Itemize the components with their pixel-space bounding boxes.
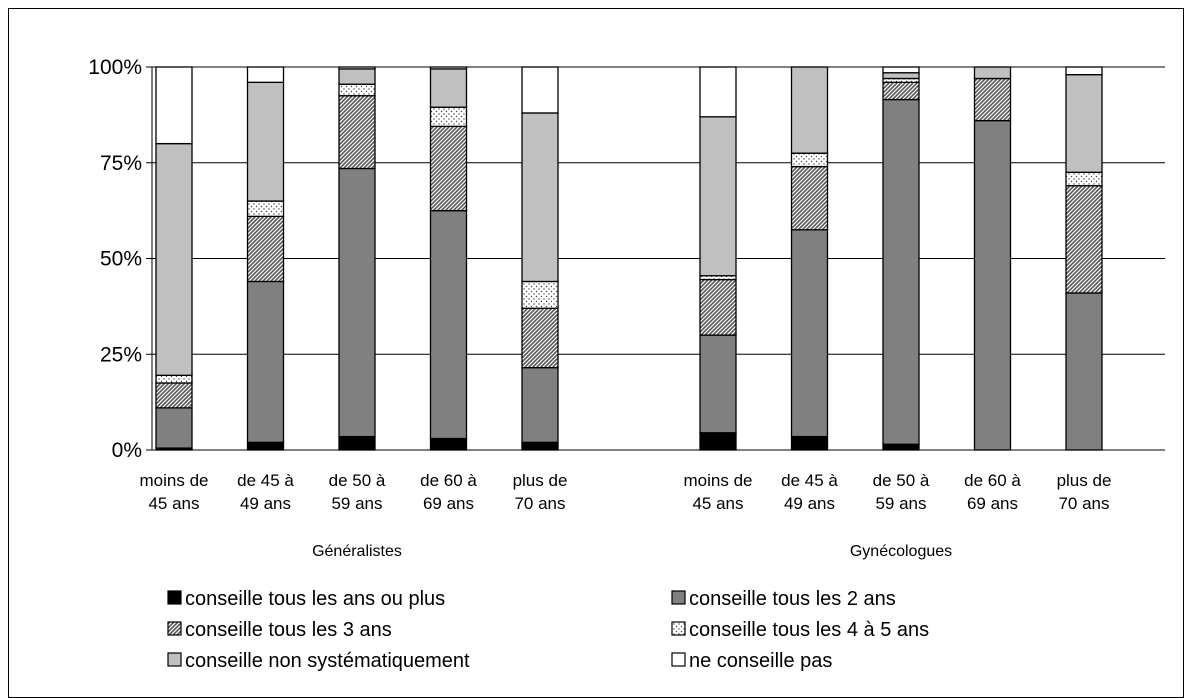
bar-segment [521,66,559,114]
x-tick-label: de 50 à [873,471,930,490]
bar-segment [338,68,376,85]
x-tick-label: de 60 à [420,471,477,490]
bar-segment [155,407,193,449]
bar-segment [338,167,376,438]
x-tick-label: 70 ans [514,494,565,513]
bar-segment [521,307,559,369]
bar-segment [338,435,376,451]
y-axis: 0% 25% 50% 75% 100% [88,56,153,462]
y-tick-label: 25% [100,343,142,366]
bar-segment [338,95,376,170]
legend-swatch [167,652,182,667]
bar-segment [1065,171,1103,187]
x-tick-label: de 50 à [329,471,386,490]
x-tick-label: de 45 à [781,471,838,490]
bar-segment [246,280,285,443]
bar-segment [973,66,1012,80]
legend-label: conseille tous les 4 à 5 ans [689,619,929,641]
y-tick-label: 75% [100,152,142,175]
bar-segment [1065,292,1103,451]
legend-label: conseille tous les 2 ans [689,588,896,610]
bar-segment [882,81,920,101]
bar-segment [1065,74,1103,173]
bars [155,66,1103,451]
legend-label: conseille tous les ans ou plus [185,588,445,610]
bar-segment [246,81,285,202]
bar-segment [790,66,829,154]
legend-swatch [671,590,686,605]
bar-segment [699,432,737,451]
y-tick-label: 50% [100,248,142,271]
bar-segment [699,116,737,277]
x-tick-label: 59 ans [875,494,926,513]
bar-segment [1065,185,1103,294]
bar-segment [429,66,468,70]
gridlines [152,66,1165,451]
x-tick-label: 49 ans [784,494,835,513]
legend-label: conseille tous les 3 ans [185,619,392,641]
bar-segment [973,119,1012,451]
category-labels: moins de 45 ans de 45 à 49 ans de 50 à 59 ans… [140,471,1112,560]
bar-segment [155,66,193,145]
legend-swatch [671,652,686,667]
bar-segment [429,125,468,212]
bar-segment [1065,66,1103,76]
bar-segment [699,278,737,336]
bar-segment [521,112,559,283]
bar-segment [338,83,376,97]
bar-segment [246,215,285,283]
bar-segment [429,437,468,451]
bar-segment [521,280,559,309]
bar-segment [155,382,193,409]
y-tick-label: 0% [112,439,142,462]
x-tick-label: plus de [1057,471,1112,490]
bar-segment [882,72,920,80]
bar-segment [790,229,829,438]
bar-segment [155,374,193,384]
group-label: Généralistes [312,543,402,560]
x-tick-label: 69 ans [967,494,1018,513]
bar-segment [155,142,193,376]
legend: conseille tous les ans ou plus conseille … [167,588,929,672]
bar-segment [521,441,559,451]
bar-segment [521,367,559,443]
x-tick-label: 45 ans [148,494,199,513]
x-tick-label: moins de [140,471,209,490]
legend-swatch [167,590,182,605]
x-tick-label: de 45 à [237,471,294,490]
bar-segment [246,66,285,83]
bar-segment [429,68,468,108]
bar-segment [429,209,468,440]
x-tick-label: 70 ans [1058,494,1109,513]
y-tick-label: 100% [88,56,142,79]
bar-segment [246,200,285,218]
legend-swatch [671,621,686,636]
group-label: Gynécologues [850,543,952,560]
legend-label: ne conseille pas [689,650,832,672]
bar-segment [790,165,829,231]
x-tick-label: 69 ans [423,494,474,513]
x-tick-label: plus de [513,471,568,490]
bar-segment [699,66,737,118]
bar-segment [246,441,285,451]
bar-segment [882,98,920,445]
x-tick-label: 45 ans [692,494,743,513]
bar-segment [699,334,737,434]
legend-swatch [167,621,182,636]
bar-segment [790,435,829,451]
bar-segment [882,66,920,74]
bar-segment [338,66,376,70]
x-tick-label: 49 ans [240,494,291,513]
x-tick-label: 59 ans [331,494,382,513]
bar-segment [790,152,829,168]
bar-segment [429,106,468,128]
legend-label: conseille non systématiquement [185,650,470,672]
x-tick-label: moins de [684,471,753,490]
bar-segment [882,443,920,451]
bar-segment [973,77,1012,122]
x-tick-label: de 60 à [964,471,1021,490]
